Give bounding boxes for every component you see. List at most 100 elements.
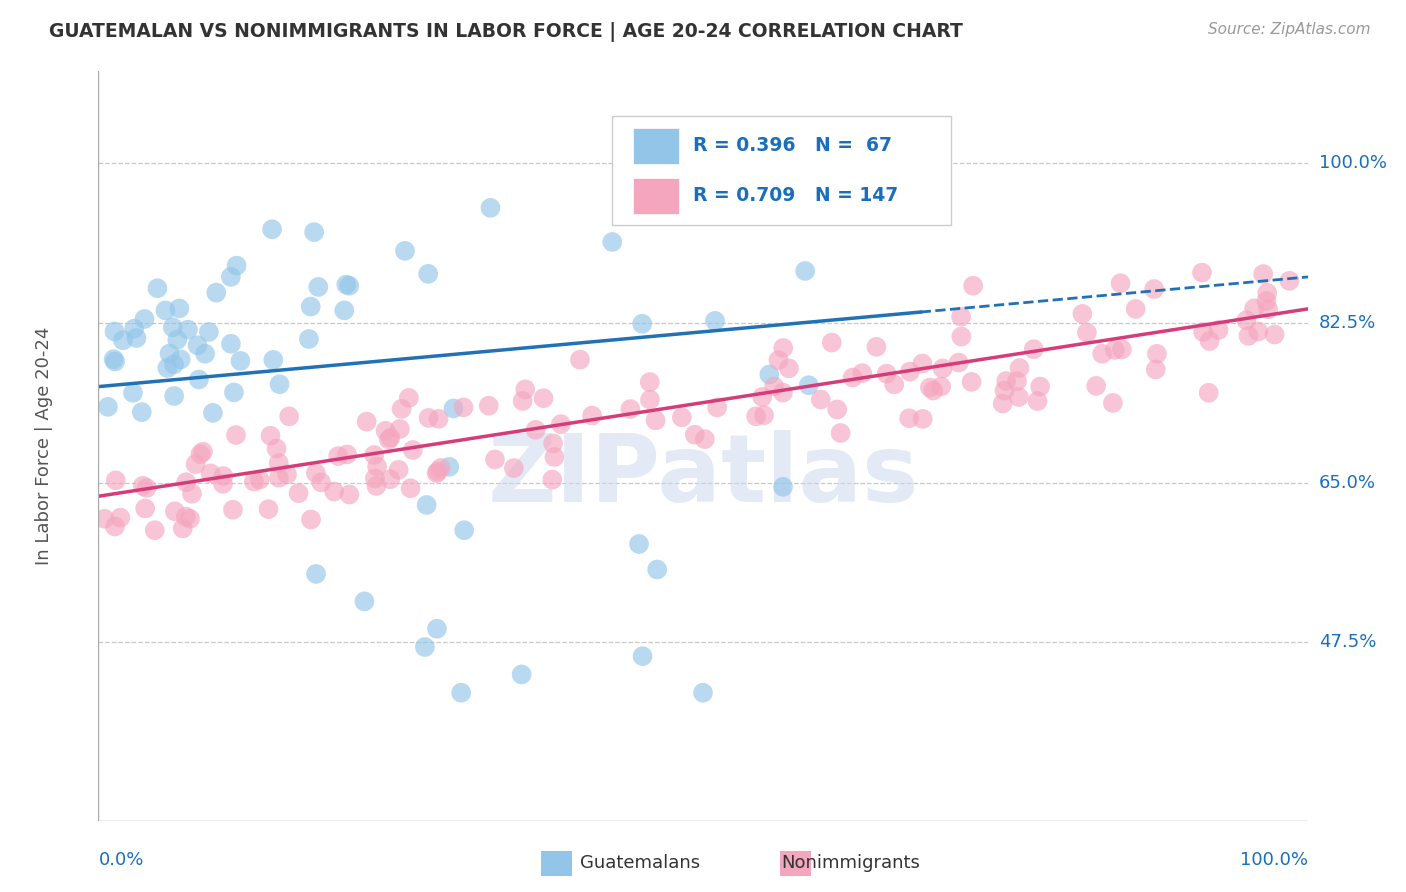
Point [502, 461, 524, 475]
Point [993, 384, 1015, 398]
Point [1102, 396, 1125, 410]
Point [763, 379, 786, 393]
Point [309, 475, 332, 490]
Point [962, 278, 984, 293]
Point [353, 594, 375, 608]
Point [1143, 282, 1166, 296]
Point [1234, 313, 1257, 327]
Point [260, 222, 283, 236]
Point [426, 465, 449, 479]
Point [328, 449, 350, 463]
Point [1104, 343, 1126, 357]
Point [631, 317, 654, 331]
Point [772, 480, 794, 494]
Point [1208, 323, 1230, 337]
Point [418, 267, 440, 281]
Point [1109, 276, 1132, 290]
Point [898, 411, 921, 425]
Point [163, 357, 186, 371]
Point [229, 354, 252, 368]
Point [865, 340, 887, 354]
Point [1256, 293, 1278, 308]
Point [1005, 374, 1028, 388]
Point [1278, 274, 1301, 288]
Point [911, 357, 934, 371]
Point [266, 442, 288, 456]
Point [302, 225, 325, 239]
Point [219, 336, 242, 351]
Point [825, 402, 848, 417]
Point [323, 484, 346, 499]
Point [510, 667, 533, 681]
Point [363, 448, 385, 462]
Point [918, 380, 941, 394]
Point [645, 562, 668, 576]
Point [515, 383, 537, 397]
Point [851, 366, 873, 380]
Point [1237, 329, 1260, 343]
Point [1198, 334, 1220, 348]
Point [366, 459, 388, 474]
Point [159, 346, 181, 360]
Point [1008, 390, 1031, 404]
Point [426, 466, 449, 480]
Point [125, 331, 148, 345]
Point [772, 385, 794, 400]
Point [156, 360, 179, 375]
Point [222, 502, 245, 516]
Point [443, 401, 465, 416]
Point [184, 457, 207, 471]
Point [174, 475, 197, 490]
Point [692, 686, 714, 700]
Point [299, 300, 322, 314]
Point [259, 428, 281, 442]
Point [418, 411, 440, 425]
Point [103, 325, 125, 339]
Point [883, 377, 905, 392]
Point [135, 481, 157, 495]
Point [169, 301, 191, 316]
Text: R = 0.709   N = 147: R = 0.709 N = 147 [693, 186, 898, 205]
Text: Source: ZipAtlas.com: Source: ZipAtlas.com [1208, 22, 1371, 37]
Point [550, 417, 572, 431]
Point [257, 502, 280, 516]
Point [830, 425, 852, 440]
Point [249, 473, 271, 487]
Point [1008, 361, 1031, 376]
Point [541, 473, 564, 487]
Point [177, 323, 200, 337]
Point [413, 640, 436, 654]
Point [146, 281, 169, 295]
Point [262, 352, 284, 367]
Point [450, 686, 472, 700]
Point [163, 504, 186, 518]
Point [402, 442, 425, 457]
Point [339, 487, 361, 501]
Point [797, 378, 820, 392]
Point [187, 372, 209, 386]
Point [778, 361, 800, 376]
Point [1192, 325, 1215, 339]
Point [706, 401, 728, 415]
Point [103, 352, 125, 367]
Point [391, 401, 413, 416]
Point [1144, 362, 1167, 376]
Point [1022, 342, 1045, 356]
Point [1026, 394, 1049, 409]
Point [671, 410, 693, 425]
Point [212, 476, 235, 491]
Point [631, 649, 654, 664]
Point [911, 412, 934, 426]
Point [581, 409, 603, 423]
Point [644, 413, 666, 427]
Point [437, 459, 460, 474]
Text: ZIPatlas: ZIPatlas [488, 430, 918, 522]
Point [225, 428, 247, 442]
Point [166, 333, 188, 347]
Point [704, 314, 727, 328]
Point [287, 486, 309, 500]
Point [929, 379, 952, 393]
Point [995, 374, 1018, 388]
Point [693, 432, 716, 446]
Point [170, 352, 193, 367]
